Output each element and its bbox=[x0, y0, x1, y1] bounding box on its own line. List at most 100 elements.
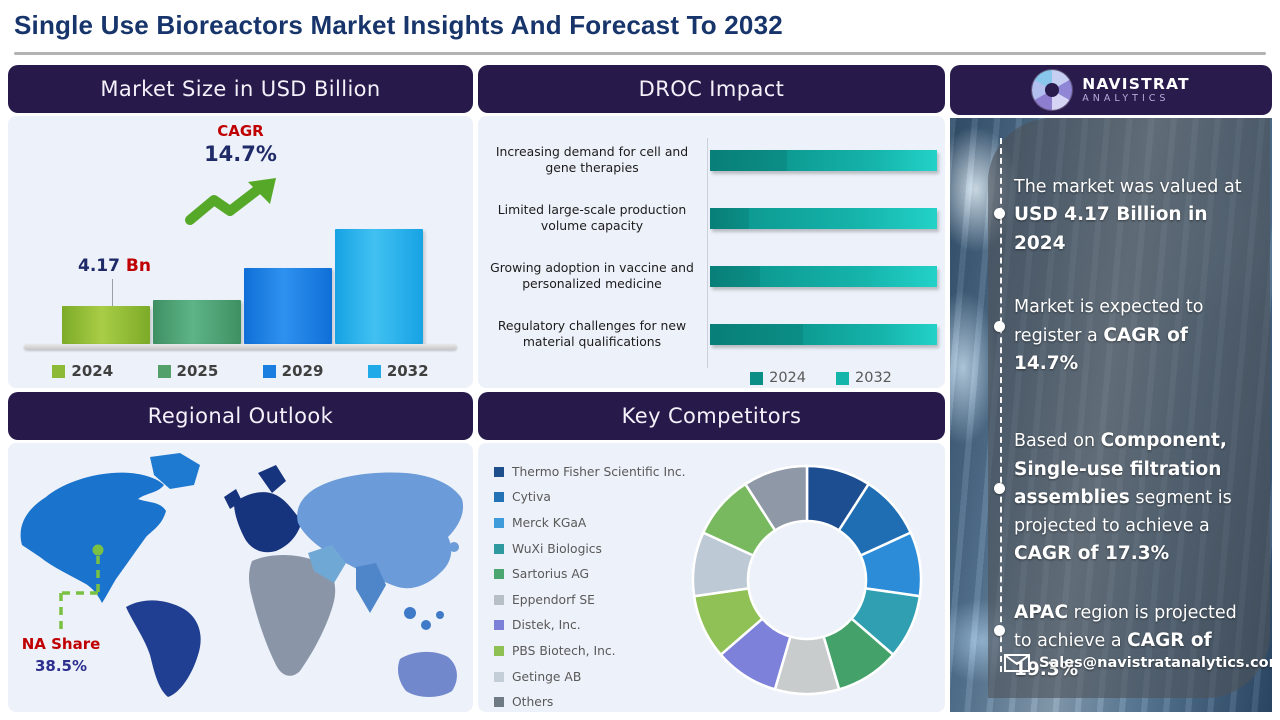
fact-text-segment: CAGR of 17.3% bbox=[1014, 543, 1170, 565]
legend-swatch-icon bbox=[836, 371, 849, 385]
fact-text-segment: APAC bbox=[1014, 601, 1069, 623]
market-size-bars bbox=[62, 229, 440, 344]
droc-legend-item: 2032 bbox=[836, 370, 892, 386]
sidebar-fact: The market was valued at USD 4.17 Billio… bbox=[994, 174, 1256, 258]
cagr-annotation: CAGR 14.7% bbox=[8, 122, 473, 167]
market-value-unit: Bn bbox=[125, 256, 151, 276]
market-legend-item: 2024 bbox=[52, 362, 113, 380]
competitor-legend-item: Sartorius AG bbox=[494, 561, 686, 587]
timeline-dashed-line bbox=[1000, 138, 1002, 672]
fact-text-segment: CAGR of 19.3% bbox=[1014, 630, 1212, 681]
competitor-legend-item: Cytiva bbox=[494, 485, 686, 511]
legend-label: Others bbox=[512, 695, 554, 710]
legend-swatch-icon bbox=[262, 364, 276, 378]
droc-row-label: Growing adoption in vaccine and personal… bbox=[490, 259, 694, 291]
sidebar-fact: Based on Component, Single-use filtratio… bbox=[994, 427, 1256, 569]
droc-title: DROC Impact bbox=[638, 77, 785, 101]
legend-swatch-icon bbox=[494, 517, 504, 528]
droc-header: DROC Impact bbox=[478, 65, 945, 113]
competitors-title: Key Competitors bbox=[621, 404, 802, 428]
competitors-header: Key Competitors bbox=[478, 392, 945, 440]
legend-swatch-icon bbox=[157, 364, 171, 378]
legend-label: Thermo Fisher Scientific Inc. bbox=[512, 464, 686, 479]
competitor-legend-item: Others bbox=[494, 689, 686, 715]
market-legend-item: 2029 bbox=[262, 362, 324, 380]
brand-logo: NAVISTRAT ANALYTICS bbox=[950, 65, 1272, 115]
fact-text-segment: USD 4.17 Billion in 2024 bbox=[1014, 204, 1208, 254]
logo-subtitle: ANALYTICS bbox=[1082, 93, 1170, 105]
legend-label: PBS Biotech, Inc. bbox=[512, 643, 616, 658]
competitor-legend-item: Thermo Fisher Scientific Inc. bbox=[494, 459, 686, 485]
map-region-se-asia bbox=[404, 607, 416, 619]
map-region-europe bbox=[234, 492, 302, 553]
map-region-se-asia bbox=[421, 620, 431, 630]
droc-seg-2032 bbox=[748, 207, 937, 229]
droc-seg-2024 bbox=[710, 149, 788, 171]
market-legend-item: 2032 bbox=[367, 362, 429, 380]
droc-seg-2032 bbox=[759, 265, 937, 287]
envelope-icon bbox=[1004, 654, 1030, 672]
trend-arrow-icon bbox=[185, 178, 276, 225]
market-size-header: Market Size in USD Billion bbox=[8, 65, 473, 113]
legend-label: WuXi Biologics bbox=[512, 541, 602, 556]
contact-email-text: Sales@navistratanalytics.com bbox=[1039, 655, 1272, 671]
legend-label: Cytiva bbox=[512, 490, 551, 505]
droc-row: Limited large-scale production volume ca… bbox=[478, 189, 937, 247]
legend-label: Merck KGaA bbox=[512, 515, 587, 530]
map-region-greenland bbox=[150, 453, 200, 489]
legend-swatch-icon bbox=[494, 466, 504, 477]
droc-legend: 2024 2032 bbox=[707, 370, 935, 386]
market-legend-item: 2025 bbox=[157, 362, 218, 380]
droc-legend-item: 2024 bbox=[750, 370, 806, 386]
fact-text-segment: region is projected to achieve a bbox=[1014, 602, 1237, 652]
regional-body: NA Share 38.5% bbox=[8, 443, 473, 712]
legend-label: 2024 bbox=[769, 370, 806, 386]
competitors-donut bbox=[674, 445, 940, 715]
contact-email[interactable]: Sales@navistratanalytics.com bbox=[1004, 654, 1272, 672]
sidebar-fact: APAC region is projected to achieve a CA… bbox=[994, 599, 1256, 685]
droc-bar bbox=[710, 265, 937, 287]
page-title: Single Use Bioreactors Market Insights A… bbox=[14, 10, 783, 40]
legend-swatch-icon bbox=[494, 620, 504, 631]
droc-rows: Increasing demand for cell and gene ther… bbox=[478, 131, 937, 363]
legend-swatch-icon bbox=[494, 645, 504, 656]
competitor-legend-item: PBS Biotech, Inc. bbox=[494, 638, 686, 664]
market-size-axis bbox=[24, 344, 457, 350]
competitors-legend: Thermo Fisher Scientific Inc. Cytiva Merck… bbox=[494, 459, 686, 715]
market-bar-2032 bbox=[335, 229, 423, 344]
map-region-india bbox=[356, 563, 386, 613]
competitor-legend-item: Eppendorf SE bbox=[494, 587, 686, 613]
competitor-legend-item: Merck KGaA bbox=[494, 510, 686, 536]
legend-label: Eppendorf SE bbox=[512, 592, 595, 607]
cagr-value: 14.7% bbox=[204, 141, 277, 166]
map-region-japan bbox=[449, 542, 459, 552]
map-region-africa bbox=[249, 555, 336, 676]
droc-seg-2024 bbox=[710, 323, 804, 345]
map-region-uk bbox=[224, 489, 242, 509]
map-region-scandinavia bbox=[258, 465, 286, 493]
market-value-callout: 4.17 Bn bbox=[78, 256, 151, 276]
market-size-legend: 2024 2025 2029 2032 bbox=[8, 362, 473, 380]
legend-swatch-icon bbox=[494, 569, 504, 580]
logo-wheel-icon bbox=[1032, 70, 1073, 110]
callout-leader-line bbox=[112, 279, 113, 309]
competitors-body: Thermo Fisher Scientific Inc. Cytiva Merck… bbox=[478, 443, 945, 712]
legend-swatch-icon bbox=[494, 543, 504, 554]
map-region-se-asia bbox=[436, 611, 444, 619]
droc-row-label: Regulatory challenges for new material q… bbox=[497, 317, 687, 349]
na-marker-icon bbox=[92, 544, 104, 556]
map-region-middle-east bbox=[308, 545, 346, 583]
legend-label: 2029 bbox=[281, 362, 324, 380]
logo-name: NAVISTRAT bbox=[1082, 74, 1190, 93]
fact-text-segment: Based on bbox=[1014, 430, 1101, 451]
legend-swatch-icon bbox=[367, 364, 381, 378]
na-share-value: 38.5% bbox=[35, 657, 87, 675]
legend-label: Getinge AB bbox=[512, 669, 582, 684]
droc-row: Increasing demand for cell and gene ther… bbox=[478, 131, 937, 189]
legend-swatch-icon bbox=[494, 492, 504, 503]
map-region-australia bbox=[398, 651, 457, 697]
legend-swatch-icon bbox=[52, 364, 66, 378]
legend-swatch-icon bbox=[750, 371, 764, 385]
map-region-north-america bbox=[20, 472, 167, 603]
